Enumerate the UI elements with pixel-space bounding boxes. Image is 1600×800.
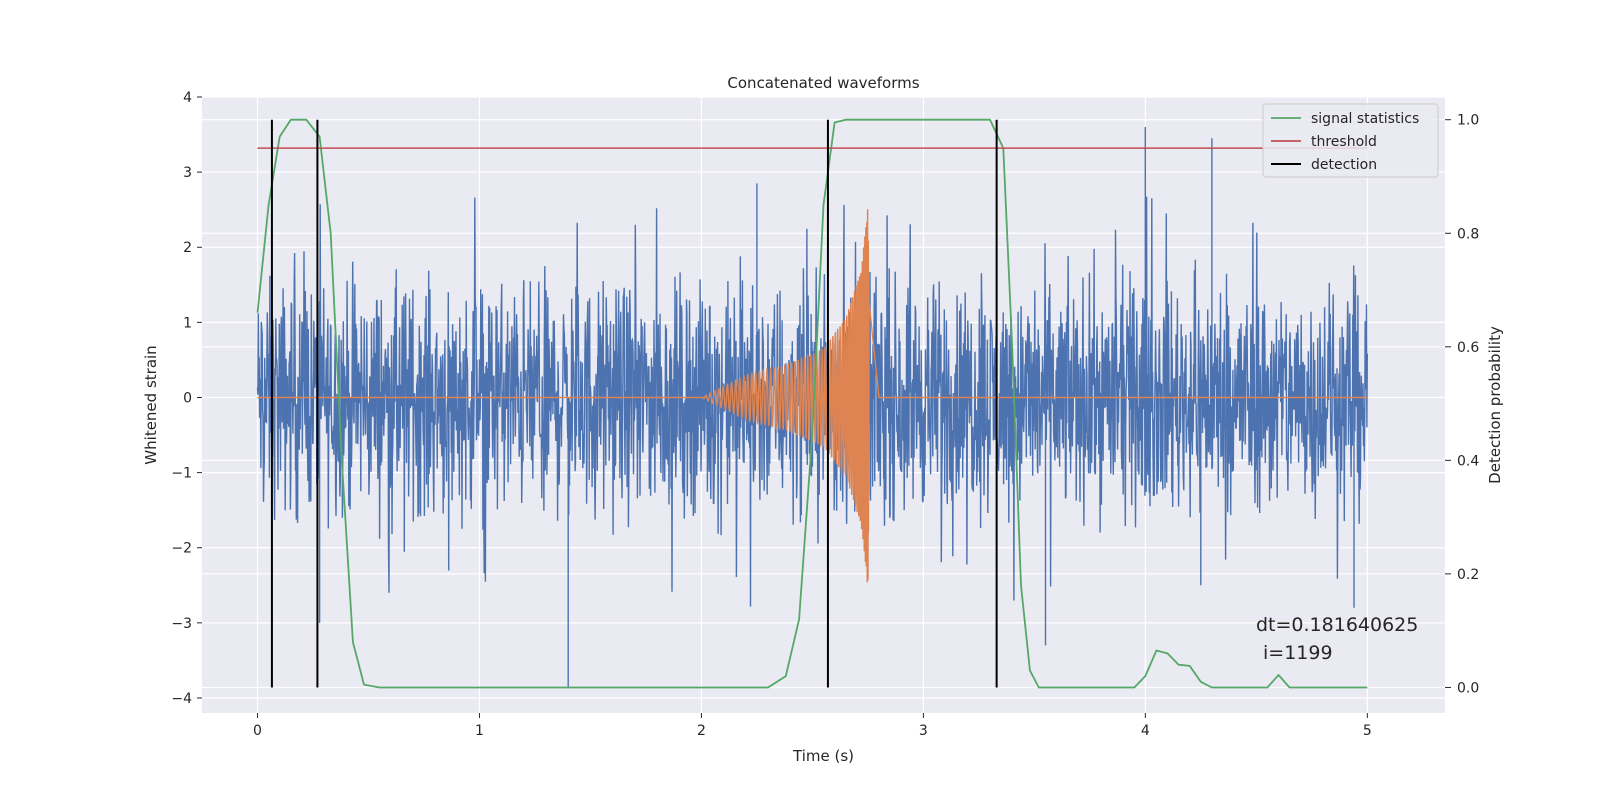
y-tick-label: −1 (171, 466, 192, 482)
waveform-series-line (257, 209, 1368, 583)
y-right-tick-label: 0.0 (1457, 680, 1479, 696)
annotation-dt: dt=0.181640625 (1256, 614, 1418, 636)
legend: signal statistics threshold detection (1262, 103, 1439, 178)
legend-label: detection (1311, 157, 1377, 173)
y-right-tick-label: 0.6 (1457, 340, 1479, 356)
x-axis-label: Time (s) (792, 747, 854, 765)
series-layer (256, 118, 1368, 689)
y-tick-label: 4 (183, 90, 192, 106)
y-right-tick-label: 0.2 (1457, 567, 1479, 583)
y-tick-label: 0 (183, 390, 192, 406)
y-tick-label: 3 (183, 165, 192, 181)
y-right-tick-label: 1.0 (1457, 113, 1479, 129)
legend-box (1262, 103, 1439, 178)
y-axis-label: Whitened strain (142, 345, 160, 464)
x-tick-label: 1 (475, 723, 484, 739)
x-tick-label: 5 (1363, 723, 1372, 739)
y-tick-label: −2 (171, 541, 192, 557)
y-tick-label: 1 (183, 315, 192, 331)
annotation-index: i=1199 (1263, 642, 1333, 664)
x-tick-label: 0 (253, 723, 262, 739)
y-tick-label: −3 (171, 616, 192, 632)
tick-layer: 0 1 2 3 4 5 4 3 2 1 0 −1 −2 −3 −4 1.0 0.8 0.6 0.4 0.2 0.0 (171, 90, 1479, 739)
y-right-tick-label: 0.8 (1457, 226, 1479, 242)
y-tick-label: −4 (171, 691, 192, 707)
y-tick-label: 2 (183, 240, 192, 256)
chart-title: Concatenated waveforms (727, 74, 919, 92)
x-tick-label: 4 (1141, 723, 1150, 739)
legend-label: threshold (1311, 134, 1377, 150)
x-tick-label: 3 (919, 723, 928, 739)
y-right-tick-label: 0.4 (1457, 453, 1479, 469)
y-axis-right-label: Detection probability (1486, 326, 1504, 484)
signal-statistics-line (256, 118, 1368, 689)
legend-label: signal statistics (1311, 111, 1419, 127)
noise-series-line (256, 127, 1368, 687)
annotation: dt=0.181640625 i=1199 (1256, 614, 1418, 664)
x-tick-label: 2 (697, 723, 706, 739)
